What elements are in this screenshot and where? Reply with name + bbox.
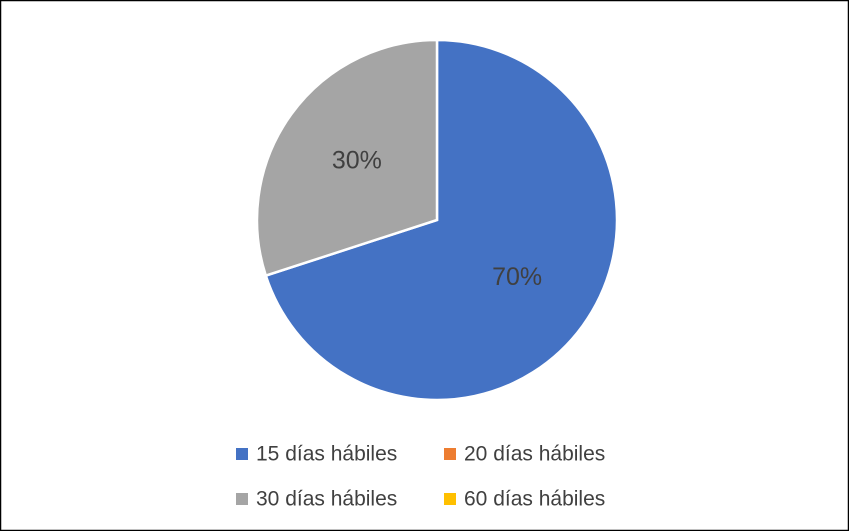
legend-swatch — [236, 448, 248, 460]
data-label: 70% — [492, 263, 542, 291]
legend-label: 60 días hábiles — [464, 488, 605, 511]
legend-label: 30 días hábiles — [256, 488, 397, 511]
legend-swatch — [444, 493, 456, 505]
legend-label: 20 días hábiles — [464, 443, 605, 466]
legend-swatch — [236, 493, 248, 505]
pie-slice — [255, 38, 439, 278]
pie-slice — [264, 38, 619, 402]
legend-label: 15 días hábiles — [256, 443, 397, 466]
data-label: 30% — [332, 146, 382, 174]
legend-swatch — [444, 448, 456, 460]
